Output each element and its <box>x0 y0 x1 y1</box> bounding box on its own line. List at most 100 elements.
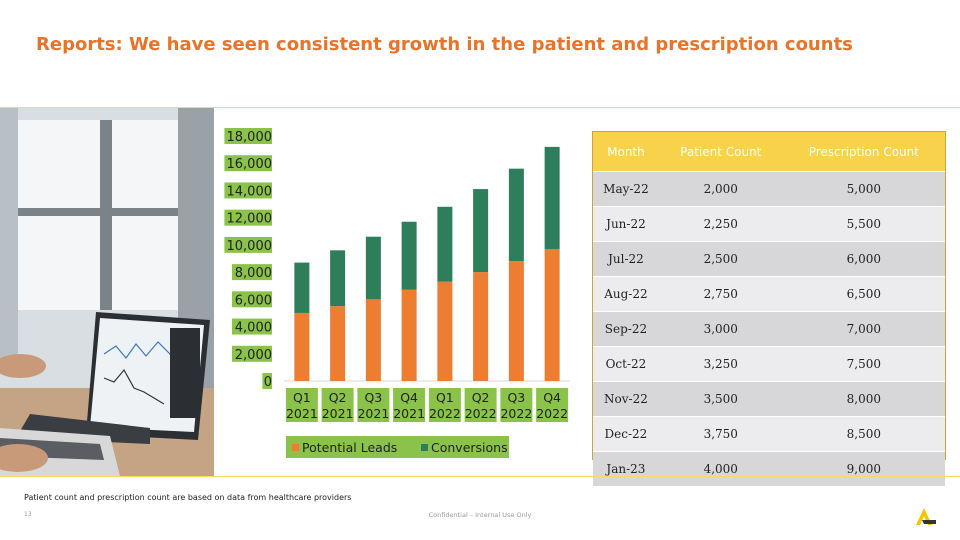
x-tick-label-year: 2022 <box>465 406 497 421</box>
bottom-rule <box>0 476 960 477</box>
bar-segment-conversions <box>401 221 417 290</box>
cell-prescription-count: 8,000 <box>782 381 945 417</box>
cell-month: May-22 <box>593 171 659 207</box>
header-patient-count: Patient Count <box>658 132 783 172</box>
y-tick-label: 0 <box>264 375 272 390</box>
table-row: Jun-22 2,250 5,500 <box>593 206 945 242</box>
y-tick-label-bg <box>262 373 272 389</box>
bar-segment-conversions <box>294 262 310 313</box>
x-tick-label-quarter: Q1 <box>436 390 454 405</box>
x-tick-label-year: 2021 <box>393 406 425 421</box>
cell-patient-count: 2,000 <box>658 171 783 207</box>
table-row: Jan-23 4,000 9,000 <box>593 451 945 486</box>
table-row: Aug-22 2,750 6,500 <box>593 276 945 312</box>
cell-month: Jan-23 <box>593 451 659 486</box>
cell-patient-count: 2,500 <box>658 241 783 277</box>
y-tick-label: 8,000 <box>235 266 272 281</box>
laptop-photo <box>0 108 214 476</box>
table-header-row: Month Patient Count Prescription Count <box>593 132 945 172</box>
bar-segment-potential-leads <box>508 261 524 381</box>
cell-patient-count: 4,000 <box>658 451 783 486</box>
bar-segment-conversions <box>508 168 524 262</box>
patient-prescription-table: Month Patient Count Prescription Count M… <box>592 131 946 486</box>
y-tick-label: 4,000 <box>235 321 272 336</box>
cell-prescription-count: 5,000 <box>782 171 945 207</box>
bar-segment-conversions <box>437 206 453 282</box>
bar-segment-conversions <box>544 146 560 249</box>
y-tick-label-bg <box>224 155 272 172</box>
cell-patient-count: 3,000 <box>658 311 783 347</box>
bar-segment-potential-leads <box>473 272 489 381</box>
cell-month: Nov-22 <box>593 381 659 417</box>
table-row: Nov-22 3,500 8,000 <box>593 381 945 417</box>
x-tick-label-bg <box>428 388 461 422</box>
x-tick-label-quarter: Q4 <box>400 390 418 405</box>
y-tick-label: 16,000 <box>227 157 273 172</box>
bar-segment-conversions <box>330 250 346 307</box>
x-tick-label-bg <box>285 388 318 422</box>
y-tick-label: 18,000 <box>227 130 273 145</box>
cell-month: Dec-22 <box>593 416 659 452</box>
x-tick-label-quarter: Q2 <box>472 390 490 405</box>
x-tick-label-bg <box>393 388 426 422</box>
x-tick-label-bg <box>464 388 497 422</box>
x-tick-label-year: 2021 <box>357 406 389 421</box>
legend-bg <box>286 436 509 458</box>
bar-segment-conversions <box>473 189 489 273</box>
company-logo-icon <box>914 506 938 526</box>
y-tick-label-bg <box>232 291 272 308</box>
cell-prescription-count: 7,000 <box>782 311 945 347</box>
bar-segment-potential-leads <box>401 289 417 381</box>
confidential-label: Confidential – Internal Use Only <box>428 511 532 519</box>
cell-prescription-count: 7,500 <box>782 346 945 382</box>
header-prescription-count: Prescription Count <box>782 132 945 172</box>
cell-patient-count: 3,250 <box>658 346 783 382</box>
cell-patient-count: 3,500 <box>658 381 783 417</box>
table-row: Jul-22 2,500 6,000 <box>593 241 945 277</box>
x-tick-label-year: 2022 <box>500 406 532 421</box>
x-tick-label-quarter: Q1 <box>293 390 311 405</box>
header-month: Month <box>593 132 659 172</box>
x-tick-label-quarter: Q4 <box>543 390 561 405</box>
bar-segment-potential-leads <box>365 299 381 381</box>
cell-patient-count: 2,750 <box>658 276 783 312</box>
bar-segment-conversions <box>365 236 381 300</box>
cell-prescription-count: 6,500 <box>782 276 945 312</box>
legend-swatch-potential-leads <box>292 444 299 451</box>
cell-month: Sep-22 <box>593 311 659 347</box>
stacked-bar-chart: 18,000 16,000 14,000 12,000 10,000 8,000 6,000… <box>224 118 580 463</box>
y-tick-label-bg <box>232 318 272 335</box>
cell-prescription-count: 8,500 <box>782 416 945 452</box>
x-tick-label-year: 2022 <box>429 406 461 421</box>
table-row: Dec-22 3,750 8,500 <box>593 416 945 452</box>
y-tick-label: 10,000 <box>227 239 273 254</box>
x-tick-label-quarter: Q3 <box>507 390 525 405</box>
legend-label-potential-leads: Potential Leads <box>302 440 397 455</box>
bar-segment-potential-leads <box>330 306 346 381</box>
y-tick-label-bg <box>224 128 272 144</box>
bar-segment-potential-leads <box>437 281 453 381</box>
table-row: Oct-22 3,250 7,500 <box>593 346 945 382</box>
y-tick-label: 6,000 <box>235 293 272 308</box>
cell-month: Oct-22 <box>593 346 659 382</box>
y-tick-label-bg <box>224 182 272 199</box>
y-tick-label-bg <box>224 236 272 253</box>
x-tick-label-year: 2022 <box>536 406 568 421</box>
cell-prescription-count: 5,500 <box>782 206 945 242</box>
y-tick-label-bg <box>232 345 272 362</box>
cell-prescription-count: 9,000 <box>782 451 945 486</box>
cell-month: Jun-22 <box>593 206 659 242</box>
table-row: Sep-22 3,000 7,000 <box>593 311 945 347</box>
y-tick-label-bg <box>224 209 272 226</box>
x-tick-label-year: 2021 <box>286 406 318 421</box>
x-tick-label-bg <box>536 388 569 422</box>
page-number: 13 <box>24 511 32 518</box>
cell-patient-count: 2,250 <box>658 206 783 242</box>
legend-label-conversions: Conversions <box>431 440 508 455</box>
y-tick-label: 14,000 <box>227 184 273 199</box>
x-tick-label-quarter: Q3 <box>364 390 382 405</box>
bar-segment-potential-leads <box>544 248 560 381</box>
x-tick-label-year: 2021 <box>322 406 354 421</box>
y-tick-label-bg <box>232 264 272 281</box>
x-tick-label-bg <box>321 388 354 422</box>
